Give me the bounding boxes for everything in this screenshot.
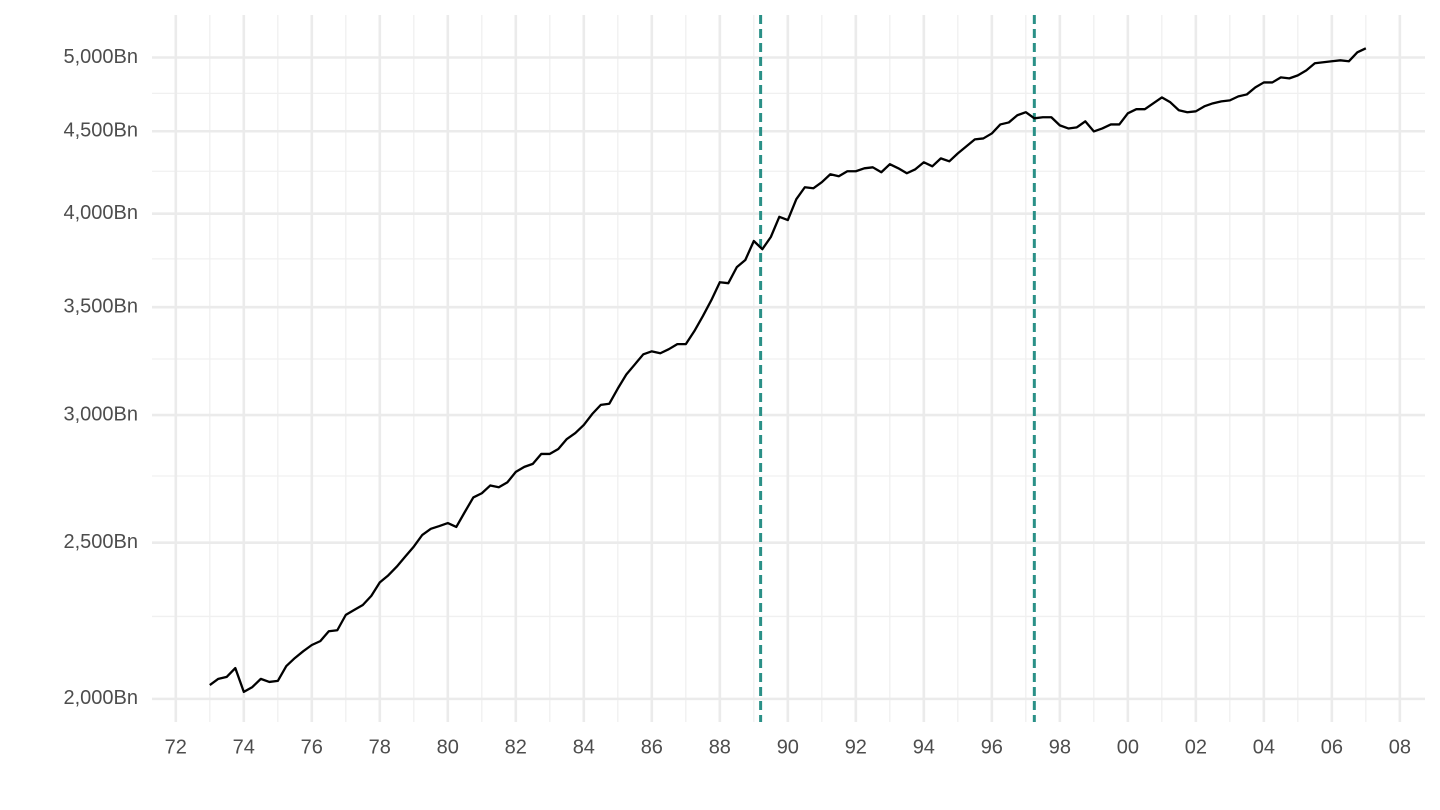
y-tick-label: 3,500Bn xyxy=(63,295,138,317)
x-tick-label: 06 xyxy=(1321,736,1343,758)
y-tick-label: 4,500Bn xyxy=(63,120,138,142)
y-tick-label: 3,000Bn xyxy=(63,403,138,425)
x-tick-label: 78 xyxy=(369,736,391,758)
x-tick-label: 80 xyxy=(437,736,459,758)
x-tick-label: 72 xyxy=(165,736,187,758)
y-tick-label: 4,000Bn xyxy=(63,202,138,224)
line xyxy=(209,47,1367,694)
y-tick-label: 2,500Bn xyxy=(63,531,138,553)
x-tick-label: 08 xyxy=(1389,736,1411,758)
x-tick-label: 84 xyxy=(573,736,595,758)
x-tick-label: 94 xyxy=(913,736,935,758)
x-tick-label: 92 xyxy=(845,736,867,758)
y-tick-label: 2,000Bn xyxy=(63,687,138,709)
x-tick-label: 90 xyxy=(777,736,799,758)
x-tick-label: 74 xyxy=(233,736,255,758)
x-tick-label: 96 xyxy=(981,736,1003,758)
x-tick-label: 04 xyxy=(1253,736,1275,758)
x-tick-label: 86 xyxy=(641,736,663,758)
y-tick-label: 5,000Bn xyxy=(63,46,138,68)
x-tick-label: 76 xyxy=(301,736,323,758)
x-tick-label: 98 xyxy=(1049,736,1071,758)
x-tick-label: 00 xyxy=(1117,736,1139,758)
x-tick-label: 82 xyxy=(505,736,527,758)
x-tick-label: 02 xyxy=(1185,736,1207,758)
x-tick-label: 88 xyxy=(709,736,731,758)
